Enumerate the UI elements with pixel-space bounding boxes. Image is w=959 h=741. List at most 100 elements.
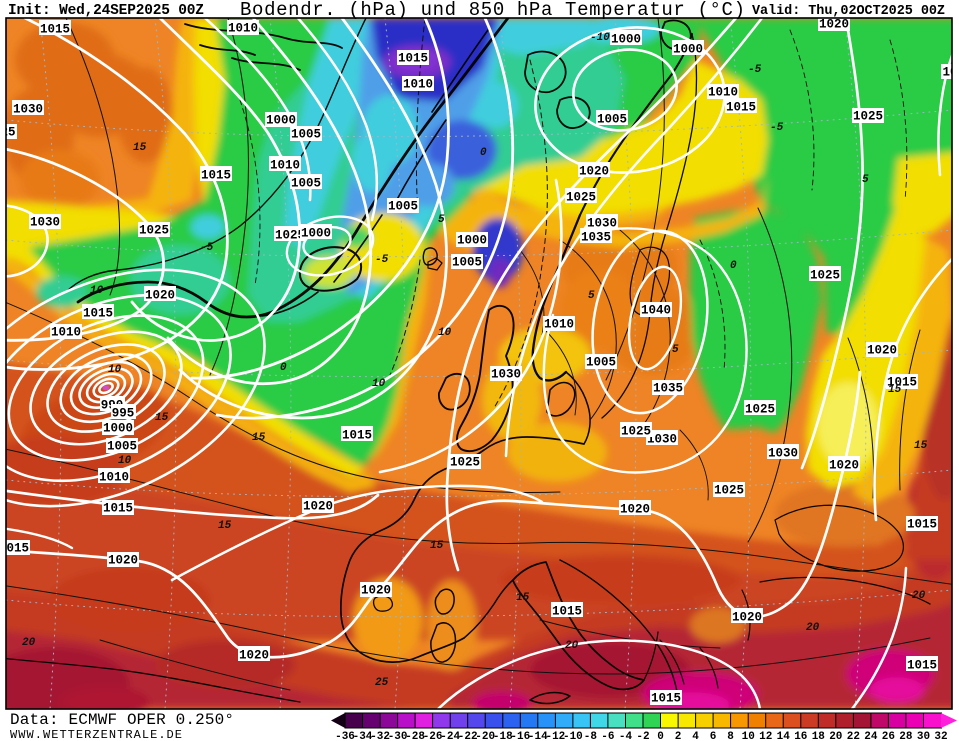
svg-text:2: 2 <box>675 731 682 741</box>
svg-text:-14: -14 <box>528 731 548 741</box>
svg-text:0: 0 <box>657 731 664 741</box>
svg-text:-32: -32 <box>370 731 390 741</box>
svg-text:1020: 1020 <box>361 584 391 598</box>
svg-text:1015: 1015 <box>0 542 29 556</box>
svg-text:1005: 1005 <box>586 356 616 370</box>
svg-text:0: 0 <box>480 147 487 159</box>
svg-text:1035: 1035 <box>581 231 611 245</box>
svg-text:1000: 1000 <box>301 227 331 241</box>
svg-text:1010: 1010 <box>228 22 258 36</box>
svg-text:1020: 1020 <box>829 459 859 473</box>
svg-text:10: 10 <box>118 455 132 467</box>
svg-text:-34: -34 <box>353 731 373 741</box>
svg-text:WWW.WETTERZENTRALE.DE: WWW.WETTERZENTRALE.DE <box>10 728 182 741</box>
svg-text:10: 10 <box>742 731 755 741</box>
svg-text:25: 25 <box>0 126 15 140</box>
svg-text:1015: 1015 <box>907 659 937 673</box>
svg-text:1030: 1030 <box>768 447 798 461</box>
svg-text:1025: 1025 <box>810 269 840 283</box>
svg-text:1015: 1015 <box>726 101 756 115</box>
svg-text:10: 10 <box>90 285 104 297</box>
svg-text:1040: 1040 <box>641 304 671 318</box>
svg-text:1015: 1015 <box>651 692 681 706</box>
svg-text:-8: -8 <box>584 731 598 741</box>
svg-text:1010: 1010 <box>708 86 738 100</box>
svg-text:15: 15 <box>914 440 928 452</box>
svg-text:20: 20 <box>806 622 820 634</box>
svg-text:8: 8 <box>727 731 734 741</box>
svg-text:1010: 1010 <box>51 326 81 340</box>
svg-text:1025: 1025 <box>139 224 169 238</box>
svg-text:1025: 1025 <box>853 110 883 124</box>
svg-text:1005: 1005 <box>107 440 137 454</box>
svg-text:24: 24 <box>864 731 878 741</box>
svg-text:-30: -30 <box>388 731 408 741</box>
svg-text:1035: 1035 <box>653 382 683 396</box>
svg-text:1005: 1005 <box>452 256 482 270</box>
svg-text:0: 0 <box>730 260 737 272</box>
svg-text:1015: 1015 <box>887 376 917 390</box>
svg-text:1005: 1005 <box>597 113 627 127</box>
svg-text:-5: -5 <box>770 122 784 134</box>
svg-text:10: 10 <box>108 364 122 376</box>
svg-text:20: 20 <box>829 731 842 741</box>
svg-text:-6: -6 <box>601 731 614 741</box>
svg-text:1015: 1015 <box>103 502 133 516</box>
svg-text:-2: -2 <box>636 731 649 741</box>
svg-text:1015: 1015 <box>342 429 372 443</box>
svg-text:1005: 1005 <box>388 200 418 214</box>
svg-text:1015: 1015 <box>398 52 428 66</box>
svg-text:22: 22 <box>847 731 860 741</box>
svg-text:1020: 1020 <box>108 554 138 568</box>
svg-text:10: 10 <box>438 327 452 339</box>
svg-text:1020: 1020 <box>303 500 333 514</box>
svg-text:1020: 1020 <box>239 649 269 663</box>
svg-text:5: 5 <box>672 344 679 356</box>
svg-text:14: 14 <box>777 731 791 741</box>
svg-text:28: 28 <box>899 731 913 741</box>
svg-text:15: 15 <box>430 540 444 552</box>
svg-text:20: 20 <box>565 640 579 652</box>
svg-text:-10: -10 <box>590 32 610 44</box>
svg-text:4: 4 <box>692 731 699 741</box>
svg-text:1000: 1000 <box>266 114 296 128</box>
svg-text:15: 15 <box>252 432 266 444</box>
svg-text:1015: 1015 <box>907 518 937 532</box>
svg-text:1020: 1020 <box>145 289 175 303</box>
svg-text:Valid: Thu,02OCT2025 00Z: Valid: Thu,02OCT2025 00Z <box>752 4 945 19</box>
svg-text:6: 6 <box>710 731 717 741</box>
svg-text:1010: 1010 <box>403 78 433 92</box>
svg-text:1025: 1025 <box>566 191 596 205</box>
svg-text:1025: 1025 <box>275 229 305 243</box>
svg-text:-18: -18 <box>493 731 513 741</box>
svg-text:-5: -5 <box>200 242 214 254</box>
svg-text:-16: -16 <box>510 731 530 741</box>
svg-text:12: 12 <box>759 731 772 741</box>
svg-text:Bodendr. (hPa) und 850 hPa Tem: Bodendr. (hPa) und 850 hPa Temperatur (°… <box>240 0 745 21</box>
svg-text:-12: -12 <box>545 731 565 741</box>
svg-text:1015: 1015 <box>552 605 582 619</box>
svg-text:1030: 1030 <box>587 217 617 231</box>
svg-text:5: 5 <box>588 290 595 302</box>
svg-text:Init: Wed,24SEP2025 00Z: Init: Wed,24SEP2025 00Z <box>8 3 204 19</box>
svg-text:1025: 1025 <box>621 425 651 439</box>
svg-text:0: 0 <box>280 362 287 374</box>
svg-text:20: 20 <box>912 590 926 602</box>
svg-text:15: 15 <box>888 384 902 396</box>
svg-text:1005: 1005 <box>291 177 321 191</box>
svg-text:-28: -28 <box>405 731 425 741</box>
svg-text:1030: 1030 <box>647 433 677 447</box>
svg-text:-24: -24 <box>440 731 460 741</box>
svg-text:5: 5 <box>438 214 445 226</box>
svg-text:15: 15 <box>218 520 232 532</box>
svg-text:-36: -36 <box>335 731 355 741</box>
svg-text:15: 15 <box>133 142 147 154</box>
svg-text:1020: 1020 <box>620 503 650 517</box>
svg-text:1000: 1000 <box>673 43 703 57</box>
svg-text:10: 10 <box>372 378 386 390</box>
svg-text:1030: 1030 <box>30 216 60 230</box>
svg-text:1020: 1020 <box>579 165 609 179</box>
svg-text:1025: 1025 <box>714 484 744 498</box>
svg-text:-26: -26 <box>423 731 443 741</box>
svg-text:15: 15 <box>155 412 169 424</box>
